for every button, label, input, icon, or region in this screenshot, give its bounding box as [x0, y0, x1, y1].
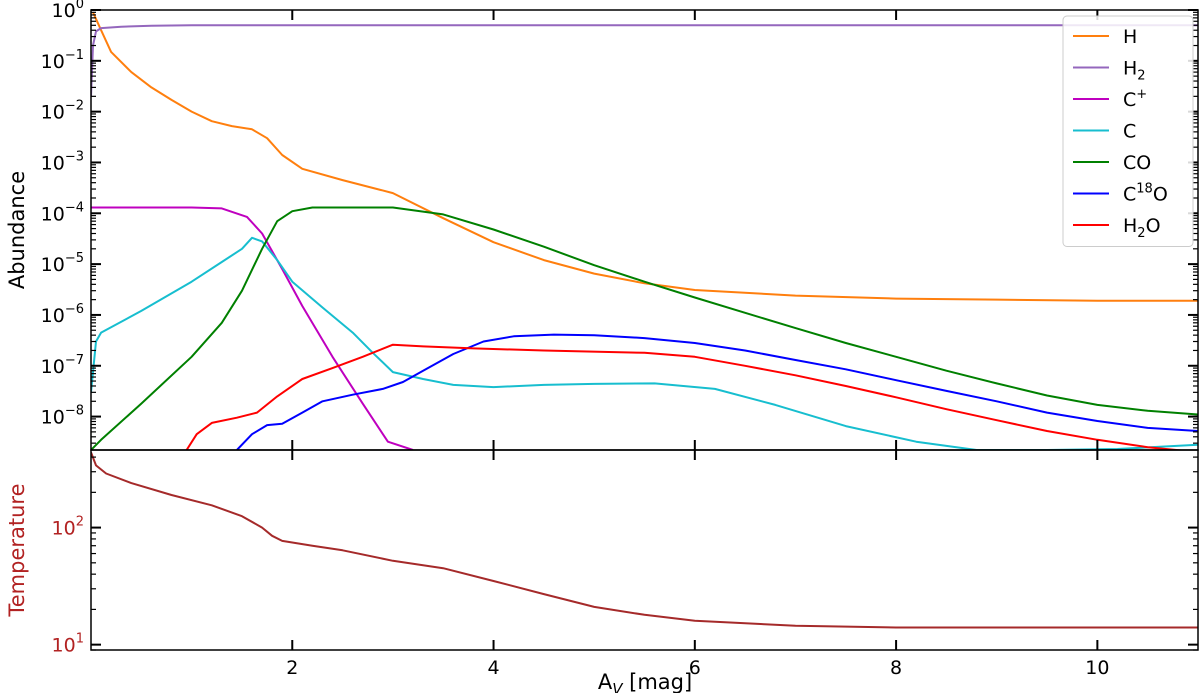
axis-labels: 2 4 6 8 10 100 10−1 10−2 10−3 10−4 10−5 10−6 10−7 10−…: [5, 0, 1109, 693]
series-h2o-line: [185, 343, 1187, 450]
x-axis-title: AV [mag]: [598, 670, 692, 693]
legend-label: H: [1123, 26, 1137, 48]
series-h2-line: [91, 24, 1198, 97]
axis-ticks: [91, 9, 1198, 651]
series-c-line: [91, 206, 414, 450]
series-co-line: [91, 206, 1198, 450]
temperature-y-tick-label: 101: [52, 632, 84, 657]
abundance-y-tick-label: 10−8: [41, 404, 84, 429]
series-c18o-line: [236, 333, 1198, 450]
legend-label: H2: [1123, 58, 1146, 84]
legend-box: [1062, 15, 1194, 247]
abundance-y-tick-label: 10−3: [41, 149, 84, 174]
legend-label: H2O: [1123, 215, 1161, 241]
x-tick-label: 6: [689, 657, 701, 679]
legend-label: C+: [1123, 87, 1147, 111]
abundance-y-tick-label: 10−5: [41, 251, 84, 276]
legend-label: C: [1123, 121, 1136, 143]
temperature-y-tick-label: 102: [52, 515, 84, 540]
abundance-curves: [91, 11, 1198, 450]
legend-label: CO: [1123, 152, 1151, 174]
series-c-line: [91, 236, 1198, 450]
x-tick-label: 10: [1085, 657, 1109, 679]
legend-label: C18O: [1123, 182, 1168, 206]
abundance-y-tick-label: 10−4: [41, 200, 84, 225]
abundance-y-tick-label: 100: [52, 0, 84, 22]
abundance-y-tick-label: 10−2: [41, 99, 84, 124]
x-tick-label: 4: [487, 657, 499, 679]
temperature-curves: [91, 451, 1198, 629]
legend: H H2 C+ C CO C18O H2O: [1062, 15, 1194, 247]
abundance-y-tick-label: 10−1: [41, 48, 84, 73]
x-tick-label: 2: [286, 657, 298, 679]
temperature-temperature-line: [91, 451, 1198, 629]
temperature-plot-frame: [90, 449, 1199, 651]
series-h-line: [92, 11, 1198, 302]
abundance-axis-title: Abundance: [5, 171, 29, 289]
x-tick-label: 8: [890, 657, 902, 679]
abundance-y-tick-label: 10−6: [41, 302, 84, 327]
temperature-axis-title: Temperature: [5, 483, 29, 617]
abundance-y-tick-label: 10−7: [41, 353, 84, 378]
